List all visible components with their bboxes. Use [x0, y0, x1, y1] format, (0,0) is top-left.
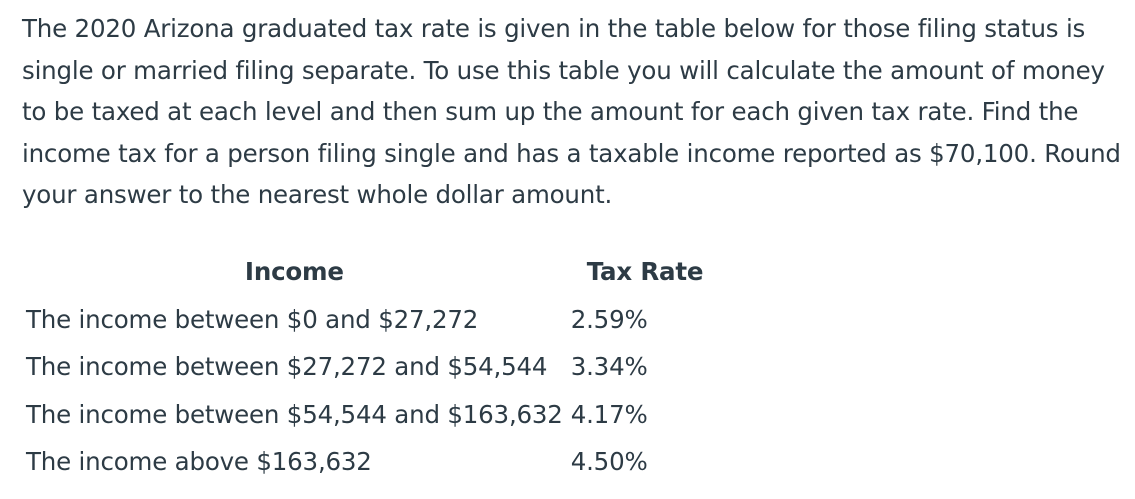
rate-cell: 3.34% — [570, 352, 648, 382]
table-row: The income between $54,544 and $163,632 … — [22, 391, 703, 439]
tax-rate-column-header: Tax Rate — [586, 257, 704, 287]
income-column-header: Income — [244, 257, 344, 287]
table-header-row: Income Tax Rate — [22, 248, 704, 296]
question-text: The 2020 Arizona graduated tax rate is g… — [22, 14, 1121, 209]
income-cell: The income between $54,544 and $163,632 — [26, 399, 563, 429]
question-block: The 2020 Arizona graduated tax rate is g… — [22, 8, 1122, 216]
income-cell: The income between $27,272 and $54,544 — [26, 352, 548, 382]
rate-cell: 4.17% — [570, 399, 648, 429]
rate-cell: 2.59% — [570, 304, 648, 334]
table-row: The income above $163,632 4.50% — [22, 438, 703, 486]
income-cell: The income between $0 and $27,272 — [26, 304, 479, 334]
income-cell: The income above $163,632 — [26, 447, 372, 477]
table-row: The income between $27,272 and $54,544 3… — [22, 343, 703, 391]
tax-rate-table: Income Tax Rate The income between $0 an… — [22, 248, 703, 486]
table-row: The income between $0 and $27,272 2.59% — [22, 296, 703, 344]
rate-cell: 4.50% — [570, 447, 648, 477]
